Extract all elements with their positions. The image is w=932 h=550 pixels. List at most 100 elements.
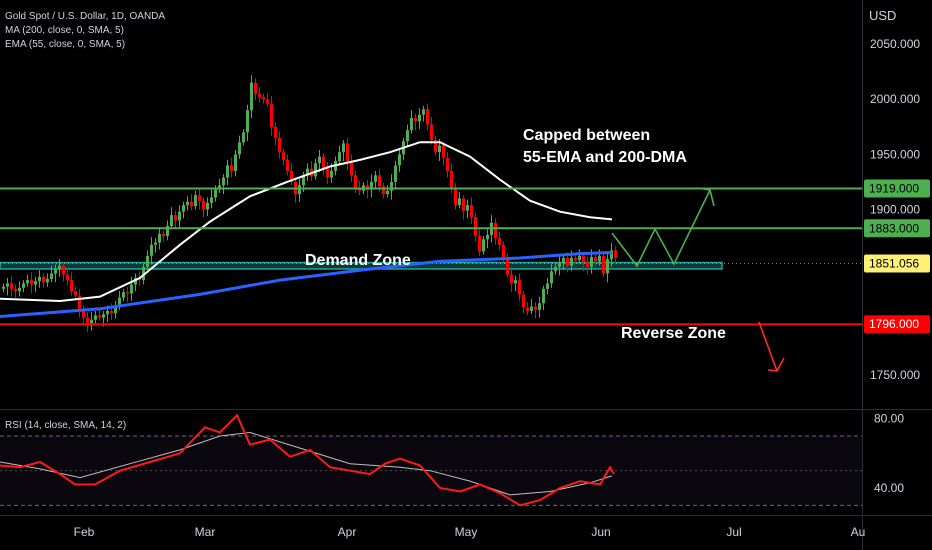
ema55-line: [0, 141, 613, 303]
currency-label: USD: [869, 8, 896, 23]
candle: [578, 255, 581, 261]
candle: [466, 205, 469, 211]
time-tick-label: Jul: [726, 525, 741, 539]
candle: [538, 303, 541, 310]
candle: [250, 82, 253, 111]
candle: [430, 124, 433, 141]
candle: [542, 288, 545, 304]
candle: [330, 170, 333, 178]
candle: [470, 205, 473, 218]
rsi-legend: RSI (14, close, SMA, 14, 2): [5, 420, 127, 431]
candle: [270, 103, 273, 127]
candle: [186, 201, 189, 206]
candle: [154, 242, 157, 245]
candle: [350, 162, 353, 176]
candle: [394, 165, 397, 182]
candle: [242, 132, 245, 143]
candle: [222, 177, 225, 186]
candle: [110, 310, 113, 314]
candle: [70, 280, 73, 292]
candle: [558, 262, 561, 267]
candle: [30, 280, 33, 285]
candle: [126, 292, 129, 294]
time-tick-label: Jun: [591, 525, 610, 539]
candle: [474, 217, 477, 236]
candle: [198, 195, 201, 201]
price-label-box: [864, 315, 930, 334]
candle: [610, 250, 613, 260]
candle: [282, 152, 285, 160]
candle: [258, 93, 261, 98]
candle: [342, 143, 345, 153]
candle: [58, 265, 61, 270]
candle: [338, 152, 341, 161]
candle: [218, 185, 221, 190]
candle: [266, 99, 269, 104]
time-tick-label: Feb: [74, 525, 95, 539]
candle: [570, 258, 573, 266]
price-tick-label: 1900.000: [870, 203, 920, 217]
candle: [98, 315, 101, 318]
candle: [414, 117, 417, 122]
candle: [526, 307, 529, 311]
candle: [306, 168, 309, 176]
candle: [410, 117, 413, 131]
projection-up-arrowhead: [696, 187, 715, 207]
candle: [206, 202, 209, 210]
candle: [298, 185, 301, 195]
candle: [546, 283, 549, 289]
ma-legend: MA (200, close, 0, SMA, 5): [5, 25, 124, 36]
candle: [378, 175, 381, 187]
candle: [150, 244, 153, 256]
time-tick-label: Au: [851, 525, 866, 539]
candle: [454, 187, 457, 206]
price-label-box: [864, 254, 930, 273]
candle: [502, 244, 505, 260]
candle: [142, 266, 145, 281]
time-tick-label: Apr: [338, 525, 357, 539]
candle: [50, 273, 53, 279]
candle: [478, 235, 481, 252]
candle: [530, 306, 533, 311]
candle: [262, 97, 265, 100]
candle: [202, 200, 205, 210]
ema-legend: EMA (55, close, 0, SMA, 5): [5, 39, 126, 50]
annotation-capped-line1: Capped between: [523, 127, 650, 144]
candle: [114, 305, 117, 314]
candle: [446, 157, 449, 171]
candle: [178, 211, 181, 221]
candle: [374, 175, 377, 182]
candle: [162, 233, 165, 236]
rsi-ma-line: [0, 431, 613, 496]
candle: [106, 310, 109, 315]
candle: [462, 198, 465, 211]
rsi-tick-label: 80.00: [874, 412, 904, 426]
price-label-text: 1919.000: [869, 182, 919, 196]
projection-down-path: [758, 321, 778, 372]
chart-title: Gold Spot / U.S. Dollar, 1D, OANDA: [5, 11, 166, 22]
candle: [22, 283, 25, 288]
candle: [486, 234, 489, 240]
candle: [606, 259, 609, 274]
candle: [18, 287, 21, 292]
price-tick-label: 1950.000: [870, 147, 920, 161]
candle: [34, 281, 37, 285]
price-tick-label: 2000.000: [870, 92, 920, 106]
candle: [286, 159, 289, 171]
candle: [46, 278, 49, 283]
price-label-text: 1796.000: [869, 317, 919, 331]
candle: [194, 195, 197, 207]
candle: [482, 239, 485, 252]
candle: [534, 306, 537, 310]
candle: [158, 233, 161, 243]
candle: [386, 190, 389, 195]
candle: [498, 238, 501, 245]
candle: [214, 189, 217, 198]
candle: [278, 137, 281, 153]
candle: [370, 181, 373, 190]
candle: [90, 319, 93, 326]
candle: [166, 226, 169, 236]
candle: [234, 154, 237, 171]
